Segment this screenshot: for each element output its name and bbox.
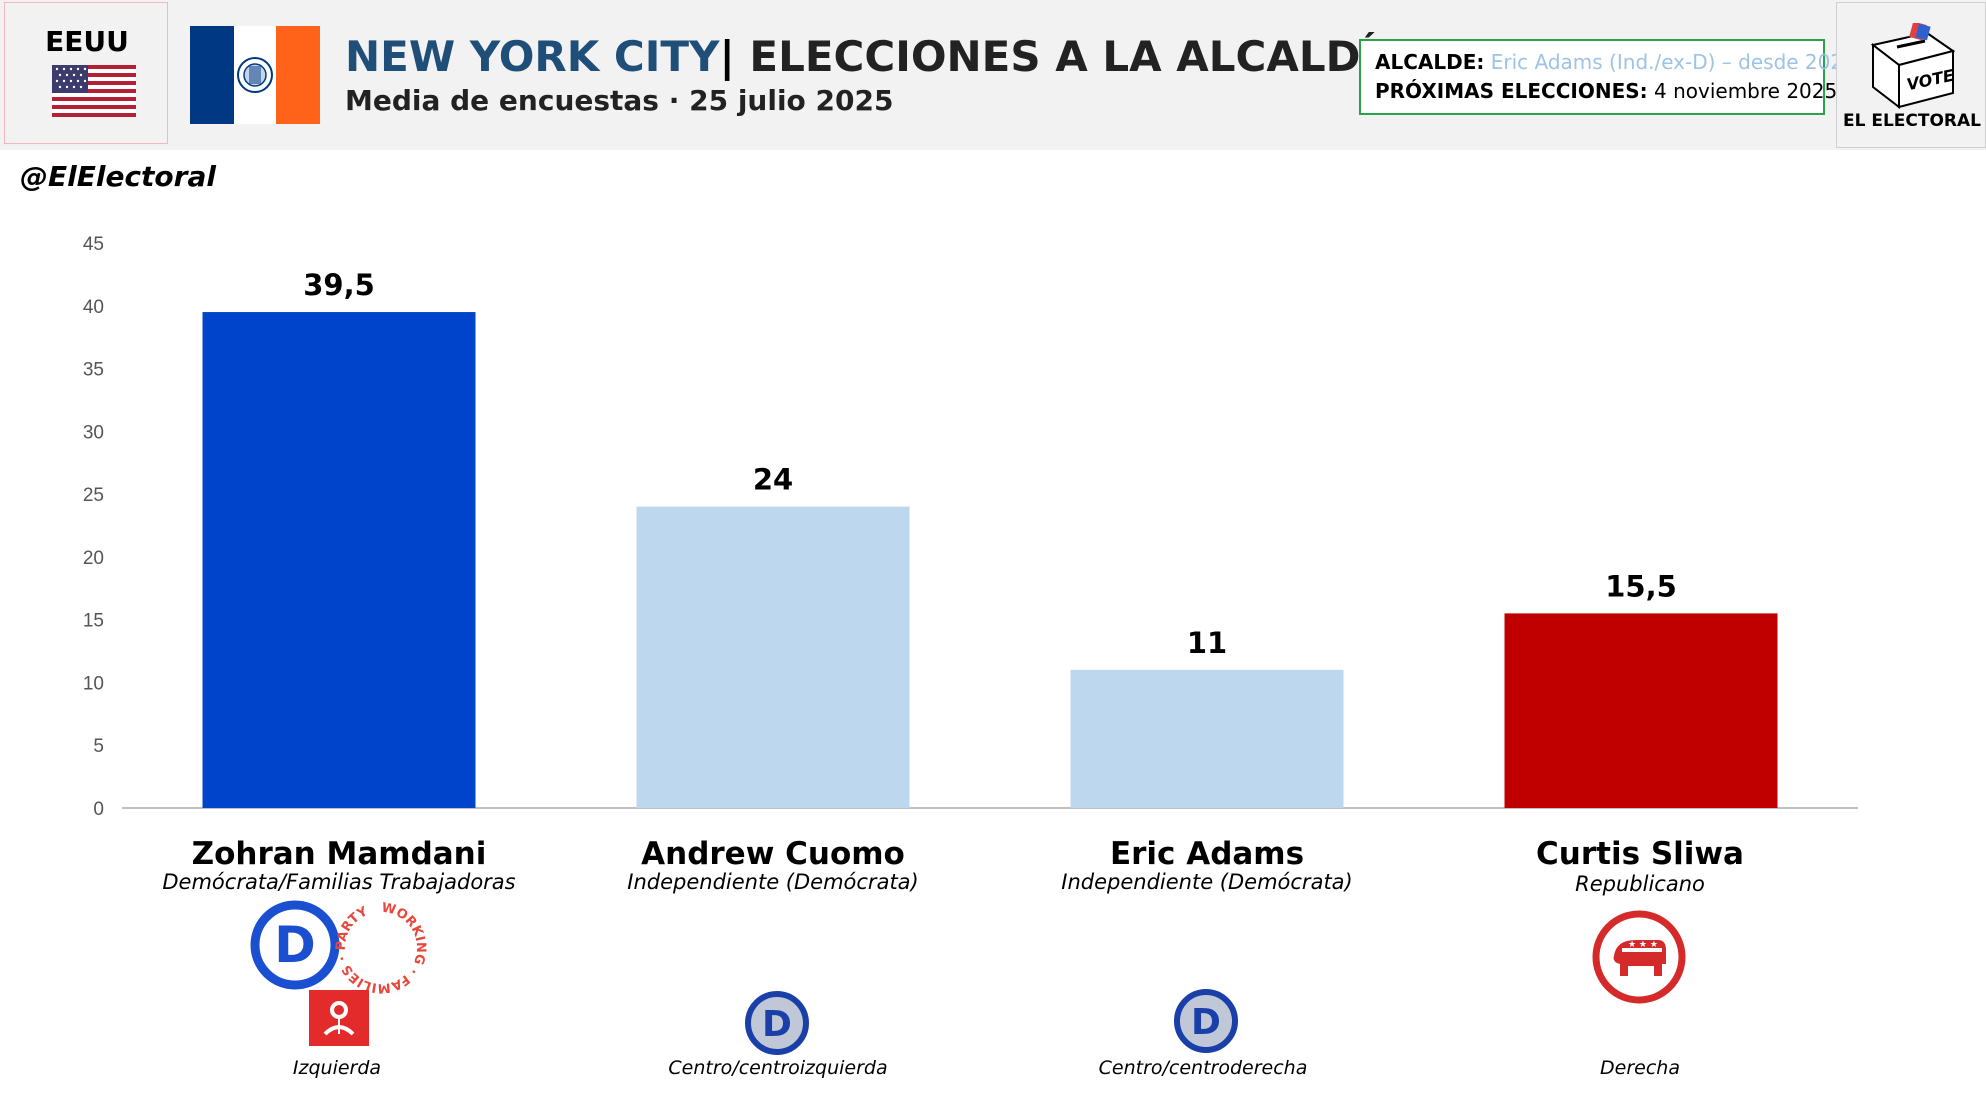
mayor-value: Eric Adams (Ind./ex-D) – desde 2022 (1490, 50, 1856, 74)
bar-value-label: 15,5 (1605, 569, 1677, 603)
el-electoral-logo: VOTE EL ELECTORAL (1836, 2, 1986, 148)
bar-value-label: 39,5 (303, 268, 375, 302)
candidate-party-adams: Independiente (Demócrata) (1061, 870, 1353, 894)
election-info-box: ALCALDE: Eric Adams (Ind./ex-D) – desde … (1359, 39, 1856, 115)
title-city: NEW YORK CITY (345, 32, 720, 81)
bar (636, 506, 910, 808)
working-families-party-logo-icon: WORKING · FAMILIES · PARTY (335, 902, 427, 994)
next-election-value: 4 noviembre 2025 (1654, 79, 1838, 103)
ideology-adams: Centro/centroderecha (1098, 1057, 1308, 1079)
ballot-box-icon: VOTE (1870, 23, 1956, 109)
country-badge: EEUU (4, 2, 168, 144)
bar (202, 312, 476, 808)
y-tick-label: 35 (83, 360, 104, 381)
democratic-party-logo-icon: D (250, 900, 340, 990)
candidate-party-sliwa: Republicano (1575, 872, 1705, 896)
nyc-flag-icon (190, 26, 320, 124)
bar-value-label: 11 (1187, 626, 1227, 660)
svg-text:D: D (274, 916, 316, 974)
mayor-key: ALCALDE: (1375, 50, 1485, 74)
y-tick-label: 40 (83, 297, 104, 318)
country-label: EEUU (45, 25, 129, 58)
candidate-name-sliwa: Curtis Sliwa (1536, 836, 1744, 872)
svg-text:★ ★ ★: ★ ★ ★ (1628, 940, 1658, 950)
wfp-logo-text: WORKING · FAMILIES · PARTY (335, 902, 427, 994)
candidate-name-cuomo: Andrew Cuomo (641, 836, 905, 872)
democratic-party-logo-icon-cuomo: D (745, 991, 809, 1055)
dsa-rose-logo-icon (309, 990, 369, 1046)
svg-text:WORKING · FAMILIES · PARTY: WORKING · FAMILIES · PARTY (335, 902, 427, 994)
candidate-party-mamdani: Demócrata/Familias Trabajadoras (162, 870, 516, 894)
mayor-info-line: ALCALDE: Eric Adams (Ind./ex-D) – desde … (1375, 50, 1856, 74)
ideology-mamdani: Izquierda (292, 1057, 382, 1079)
candidate-party-cuomo: Independiente (Demócrata) (627, 870, 919, 894)
next-election-key: PRÓXIMAS ELECCIONES: (1375, 79, 1648, 103)
republican-party-logo-icon: ★ ★ ★ (1592, 910, 1686, 1004)
y-tick-label: 5 (93, 736, 104, 757)
ideology-cuomo: Centro/centroizquierda (668, 1057, 888, 1079)
bar-value-label: 24 (753, 463, 793, 497)
page-subtitle: Media de encuestas · 25 julio 2025 (345, 84, 894, 117)
svg-text:D: D (1191, 1002, 1221, 1043)
y-tick-label: 45 (83, 234, 104, 255)
y-tick-label: 0 (93, 799, 104, 820)
bar (1504, 613, 1778, 808)
bar (1070, 669, 1344, 808)
y-tick-label: 20 (83, 548, 104, 569)
y-tick-label: 15 (83, 611, 104, 632)
logo-text: EL ELECTORAL (1842, 111, 1982, 131)
y-tick-label: 25 (83, 485, 104, 506)
social-handle: @ElElectoral (20, 160, 216, 193)
democratic-party-logo-icon-adams: D (1174, 989, 1238, 1053)
title-separator: | (719, 32, 735, 81)
svg-text:D: D (762, 1004, 792, 1045)
ideology-sliwa: Derecha (1600, 1057, 1680, 1079)
next-election-line: PRÓXIMAS ELECCIONES: 4 noviembre 2025 (1375, 79, 1837, 103)
candidate-name-mamdani: Zohran Mamdani (191, 836, 487, 872)
candidate-name-adams: Eric Adams (1109, 836, 1305, 872)
us-flag-icon (52, 65, 136, 117)
y-tick-label: 10 (83, 673, 104, 694)
y-tick-label: 30 (83, 422, 104, 443)
